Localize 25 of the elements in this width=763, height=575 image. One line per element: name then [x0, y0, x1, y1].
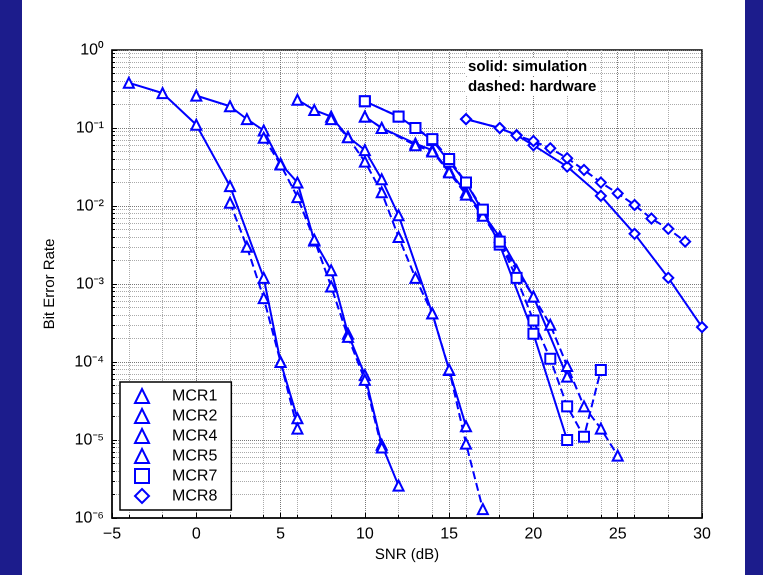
x-tick-label: 25 — [608, 526, 627, 542]
x-tick-label: 10 — [356, 526, 374, 542]
legend-label: MCR7 — [172, 468, 218, 484]
annotation: solid: simulation — [468, 58, 588, 75]
y-tick-label: 10⁻⁴ — [74, 354, 104, 370]
x-tick-label: 20 — [524, 526, 542, 542]
annotation: dashed: hardware — [468, 78, 596, 95]
legend-label: MCR2 — [172, 408, 218, 424]
legend-label: MCR4 — [172, 428, 218, 444]
x-axis-title: SNR (dB) — [374, 546, 440, 563]
x-tick-label: 0 — [192, 526, 201, 542]
y-tick-label: 10⁻² — [76, 198, 105, 214]
x-tick-label: 5 — [276, 526, 286, 542]
x-tick-label: −5 — [102, 526, 122, 542]
x-tick-label: 15 — [440, 526, 458, 542]
y-tick-label: 10⁻¹ — [76, 120, 104, 136]
x-tick-label: 30 — [693, 526, 711, 542]
y-axis-title: Bit Error Rate — [41, 238, 58, 330]
y-tick-label: 10⁻⁶ — [74, 510, 104, 526]
legend-label: MCR5 — [172, 448, 218, 464]
y-tick-label: 10⁰ — [80, 40, 104, 58]
y-tick-label: 10⁻⁵ — [74, 432, 104, 448]
legend-label: MCR8 — [172, 488, 218, 504]
y-tick-label: 10⁻³ — [76, 276, 105, 292]
legend-label: MCR1 — [172, 388, 218, 404]
